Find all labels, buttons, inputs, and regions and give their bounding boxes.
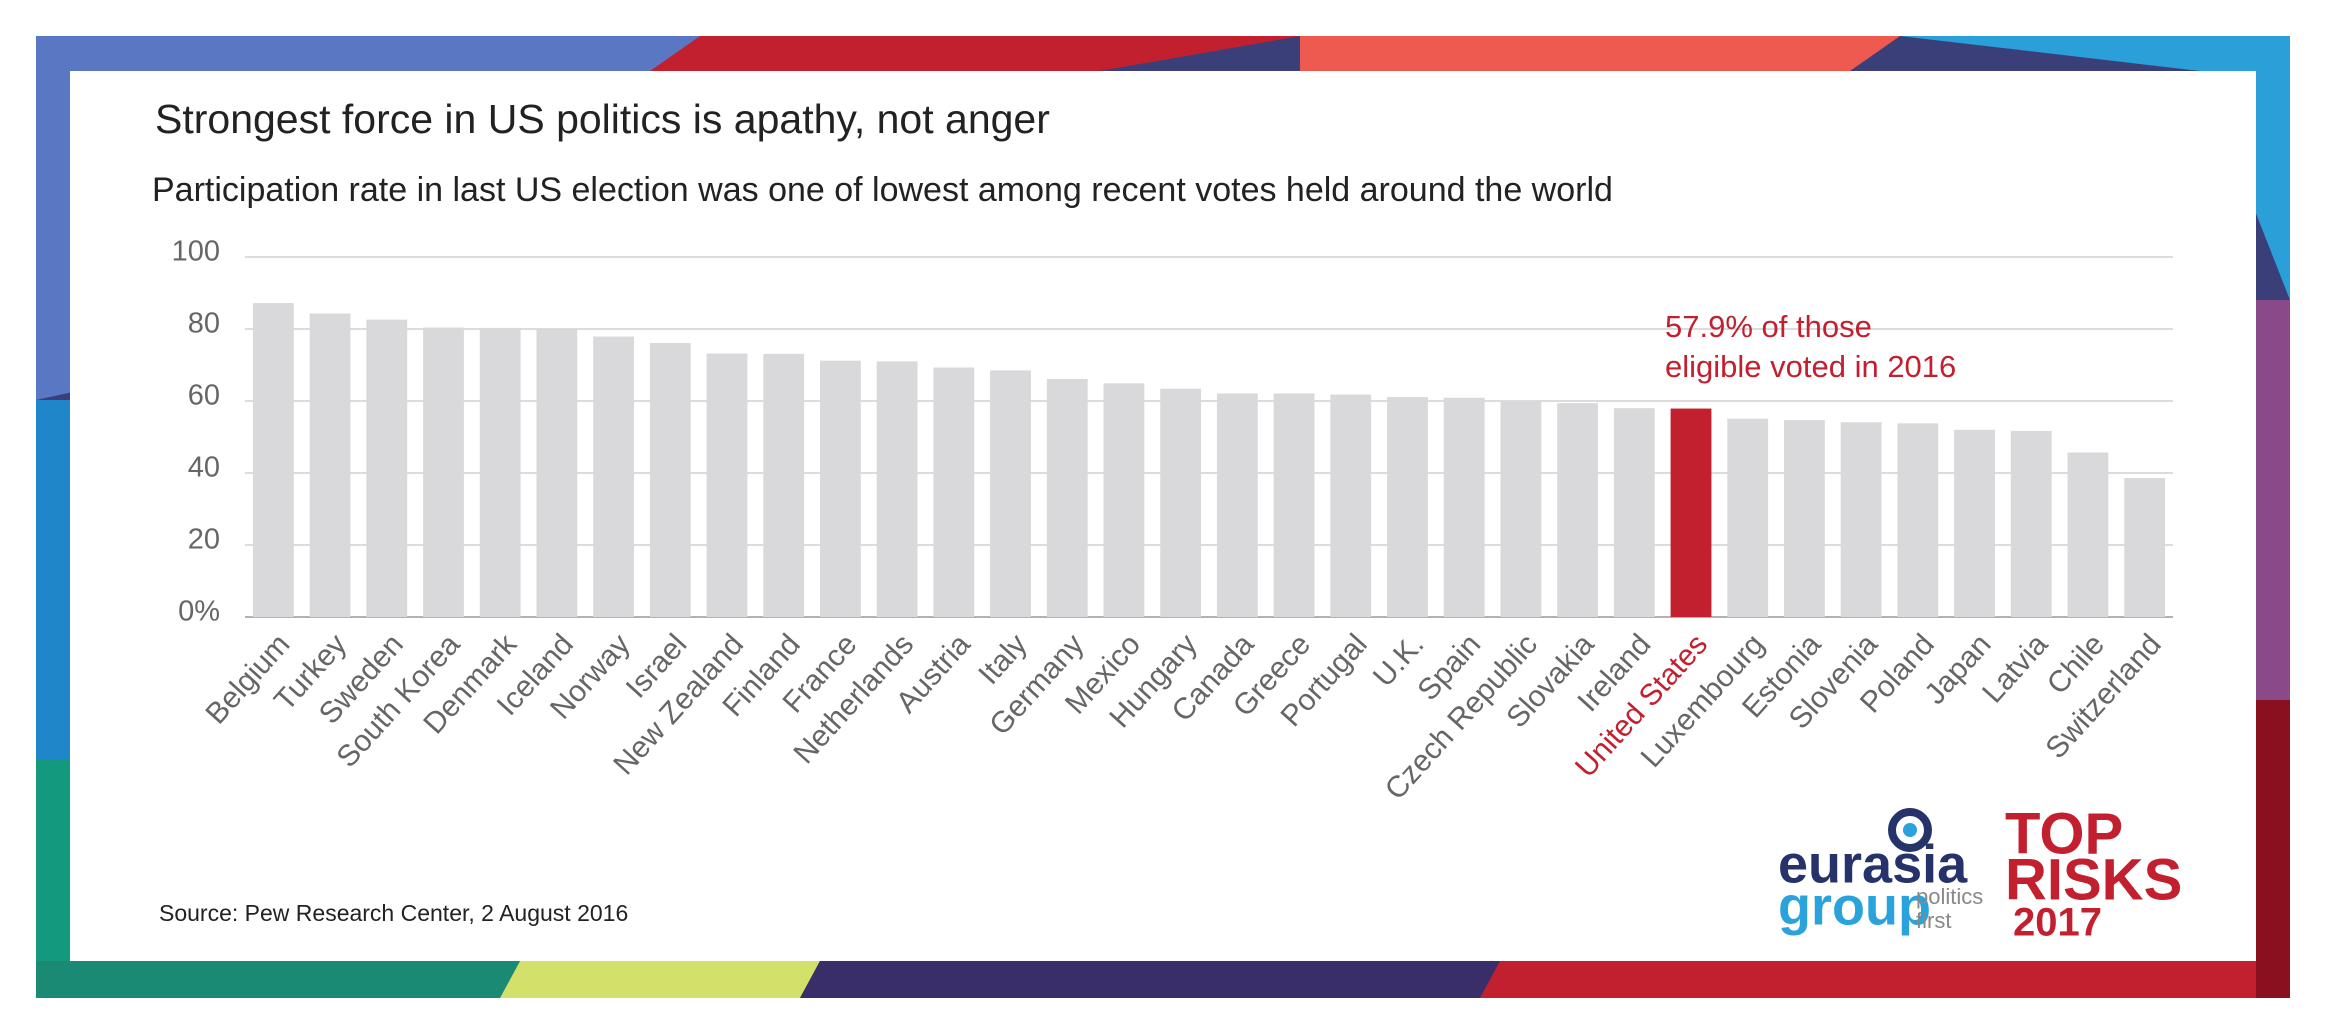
eurasia-logo: eurasia group politics first [1778,808,1983,936]
annotation: 57.9% of those [1665,309,1872,344]
bar [1273,393,1315,617]
bar [1046,379,1088,617]
tagline: first [1916,908,1951,933]
bar [1783,420,1825,617]
bar [593,336,635,617]
bar [1840,422,1882,617]
logo-text: eurasia [1778,834,1968,894]
y-tick-label: 20 [188,524,220,556]
y-tick-label: 80 [188,308,220,340]
y-tick-label: 0% [178,596,220,628]
annotation: eligible voted in 2016 [1665,349,1956,384]
bar [536,329,578,617]
bar [252,303,294,617]
bar [1443,397,1485,617]
bar [1557,403,1599,617]
source: Source: Pew Research Center, 2 August 20… [159,900,628,926]
report-text: RISKS [2005,847,2182,912]
bar [1216,393,1258,617]
bar [1160,388,1202,617]
bar [1897,423,1939,617]
bar [763,353,805,617]
y-tick-label: 100 [172,236,220,268]
bar [479,327,521,617]
top-risks-logo: TOP RISKS 2017 [2005,801,2182,944]
bar [2124,478,2166,617]
bar [2067,452,2109,617]
logo-text: group [1778,876,1931,936]
bar [1954,429,1995,617]
bar [309,313,351,617]
chart-title: Strongest force in US politics is apathy… [155,96,1050,142]
bar [990,370,1031,617]
bar [1103,383,1145,617]
bar [1727,418,1769,617]
bar [2010,430,2052,617]
report-text: TOP [2005,801,2123,866]
bar [819,360,861,617]
bar [366,319,408,617]
bar [649,343,691,617]
bar [933,367,975,617]
chart-subtitle: Participation rate in last US election w… [152,171,1613,209]
report-text: 2017 [2013,901,2102,945]
bar [1613,408,1655,617]
bar [423,327,464,617]
bar [1330,394,1372,617]
logo-icon [1903,823,1917,837]
y-tick-label: 40 [188,452,220,484]
bar [876,361,918,617]
tagline: politics [1916,884,1983,909]
y-tick-label: 60 [188,380,220,412]
logo-icon [1888,808,1932,852]
bar [706,353,748,617]
bar [1670,408,1712,617]
bar [1387,397,1428,617]
bar [1500,401,1542,617]
